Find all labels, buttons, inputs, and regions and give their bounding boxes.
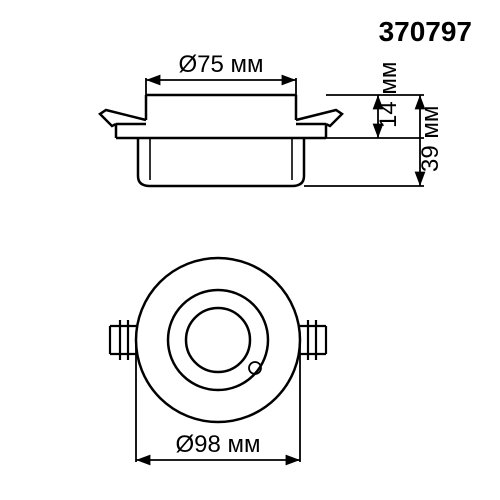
dim-bottom-diameter: Ø98 мм bbox=[136, 431, 300, 460]
dim-height-14: 14 мм bbox=[375, 62, 402, 138]
dim-height-14-label: 14 мм bbox=[375, 62, 402, 128]
dim-height-39: 39 мм bbox=[417, 95, 444, 186]
technical-drawing: Ø75 мм 14 мм 39 мм bbox=[0, 0, 500, 500]
dim-top-diameter-label: Ø75 мм bbox=[178, 51, 263, 78]
dim-top-diameter: Ø75 мм bbox=[146, 51, 296, 80]
dim-height-39-label: 39 мм bbox=[417, 106, 444, 172]
dim-bottom-diameter-label: Ø98 мм bbox=[175, 431, 260, 458]
product-code: 370797 bbox=[379, 16, 472, 48]
